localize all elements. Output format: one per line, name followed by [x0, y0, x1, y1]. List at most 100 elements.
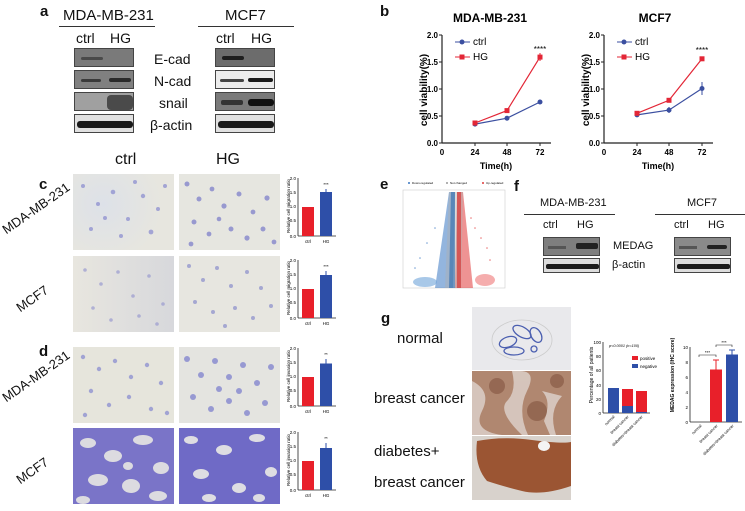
svg-text:60: 60 — [596, 368, 602, 373]
protein-label: β-actin — [612, 259, 646, 271]
svg-text:1.5: 1.5 — [427, 58, 439, 67]
svg-text:2.0: 2.0 — [290, 176, 297, 181]
svg-text:2: 2 — [685, 405, 688, 410]
svg-text:10: 10 — [683, 345, 689, 350]
blot-ecad-mcf7 — [215, 48, 275, 67]
svg-text:****: **** — [534, 45, 546, 54]
svg-text:0.0: 0.0 — [290, 488, 297, 493]
medag-ihc-chart: MEDAG expression (IHC score) 10 8 6 4 2 0 ***… — [670, 337, 742, 456]
row-label: normal — [397, 330, 443, 347]
svg-text:0.0: 0.0 — [290, 404, 297, 409]
blot-actin-mcf7 — [215, 114, 275, 133]
svg-text:**: ** — [324, 436, 328, 441]
blot-medag-mda — [543, 237, 600, 256]
svg-text:Relative cell invasion ratio: Relative cell invasion ratio — [286, 433, 291, 486]
micrograph-mcf7-ctrl — [73, 256, 174, 332]
svg-text:Relative cell migration ratio: Relative cell migration ratio — [286, 178, 291, 233]
row-label: MDA-MB-231 — [0, 347, 73, 405]
svg-text:Time(h): Time(h) — [480, 161, 512, 171]
lane-label: HG — [708, 219, 725, 231]
y-axis-label: cell viability(%) — [581, 54, 592, 126]
patient-percentage-chart: Percentage of all patients 100806040200 … — [589, 340, 658, 447]
blot-actin-mcf7 — [674, 258, 731, 273]
blot-actin-mda — [74, 114, 134, 133]
svg-text:4: 4 — [685, 390, 688, 395]
invasion-bar-charts: Relative cell invasion ratio 2.0 1.5 1.0 0.… — [286, 346, 336, 498]
svg-text:***: *** — [705, 350, 711, 355]
svg-text:ctrl: ctrl — [305, 409, 311, 414]
svg-text:1.5: 1.5 — [589, 58, 601, 67]
svg-text:HG: HG — [635, 52, 650, 63]
svg-text:1.0: 1.0 — [290, 374, 297, 379]
ihc-normal — [472, 307, 571, 370]
chart-title: MDA-MB-231 — [453, 11, 527, 25]
svg-text:ctrl: ctrl — [305, 493, 311, 498]
protein-label: E-cad — [154, 51, 191, 67]
row-label: diabetes+ — [374, 443, 440, 460]
chart-mcf7-viability: MCF7 cell viability(%) 0.0 0.5 1.0 1.5 2.0 0… — [581, 11, 713, 171]
svg-text:0: 0 — [602, 148, 607, 157]
svg-text:Relative cell invasion ratio: Relative cell invasion ratio — [286, 349, 291, 402]
svg-text:1.0: 1.0 — [427, 85, 439, 94]
blot-actin-mda — [543, 258, 600, 273]
svg-text:0: 0 — [440, 148, 445, 157]
svg-text:ctrl: ctrl — [473, 37, 486, 48]
svg-text:1.0: 1.0 — [290, 204, 297, 209]
cell-line-label: MDA-MB-231 — [63, 7, 154, 24]
micrograph-mda-ctrl-invasion — [73, 347, 174, 423]
micrograph-mcf7-hg-invasion — [179, 428, 280, 504]
svg-text:0.5: 0.5 — [290, 472, 297, 477]
svg-text:72: 72 — [698, 148, 707, 157]
protein-label: MEDAG — [613, 240, 654, 252]
svg-text:48: 48 — [665, 148, 674, 157]
blot-ecad-mda — [74, 48, 134, 67]
svg-text:MEDAG expression (IHC score): MEDAG expression (IHC score) — [670, 337, 676, 412]
svg-text:2.0: 2.0 — [290, 346, 297, 351]
svg-text:2.0: 2.0 — [427, 31, 439, 40]
column-header: HG — [216, 151, 240, 168]
svg-text:0.0: 0.0 — [290, 316, 297, 321]
svg-text:**: ** — [324, 352, 328, 357]
svg-text:2.0: 2.0 — [589, 31, 601, 40]
svg-text:40: 40 — [596, 383, 602, 388]
svg-text:0.5: 0.5 — [589, 112, 601, 121]
micrograph-mda-hg-invasion — [179, 347, 280, 423]
cell-line-label: MDA-MB-231 — [540, 197, 607, 209]
ihc-diabetes-breast-cancer — [472, 436, 571, 500]
svg-text:0.5: 0.5 — [427, 112, 439, 121]
divider — [198, 26, 294, 27]
protein-label: N-cad — [154, 73, 192, 89]
lane-label: ctrl — [76, 30, 95, 46]
blot-ncad-mda — [74, 70, 134, 89]
svg-text:2.0: 2.0 — [290, 430, 297, 435]
cell-line-label: MCF7 — [225, 7, 266, 24]
svg-text:ctrl: ctrl — [305, 239, 311, 244]
protein-label: β-actin — [150, 117, 193, 133]
svg-text:1.5: 1.5 — [290, 272, 297, 277]
blot-medag-mcf7 — [674, 237, 731, 256]
divider — [524, 214, 615, 215]
protein-label: snail — [159, 95, 188, 111]
column-header: ctrl — [115, 151, 137, 168]
cell-line-label: MCF7 — [687, 197, 717, 209]
svg-text:0.0: 0.0 — [427, 139, 439, 148]
svg-text:HG: HG — [323, 409, 330, 414]
micrograph-mda-ctrl — [73, 174, 174, 250]
svg-text:Relative cell migration ratio: Relative cell migration ratio — [286, 260, 291, 315]
svg-text:20: 20 — [596, 397, 602, 402]
svg-text:48: 48 — [503, 148, 512, 157]
blot-snail-mda — [74, 92, 134, 111]
svg-text:0.5: 0.5 — [290, 388, 297, 393]
svg-text:1.0: 1.0 — [589, 85, 601, 94]
svg-text:***: *** — [323, 264, 329, 269]
migration-bar-charts: Relative cell migration ratio 2.0 1.5 1.0 0… — [286, 176, 336, 326]
svg-text:diabetes+breast cancer: diabetes+breast cancer — [702, 423, 735, 456]
svg-text:HG: HG — [473, 52, 488, 63]
lane-label: ctrl — [543, 219, 558, 231]
micrograph-mcf7-hg — [179, 256, 280, 332]
svg-text:1.0: 1.0 — [290, 286, 297, 291]
chart-mda-viability: MDA-MB-231 cell viability(%) 0.0 0.5 1.0 1.… — [419, 11, 551, 171]
lane-label: HG — [577, 219, 594, 231]
lane-label: ctrl — [674, 219, 689, 231]
svg-text:normal: normal — [691, 423, 703, 435]
